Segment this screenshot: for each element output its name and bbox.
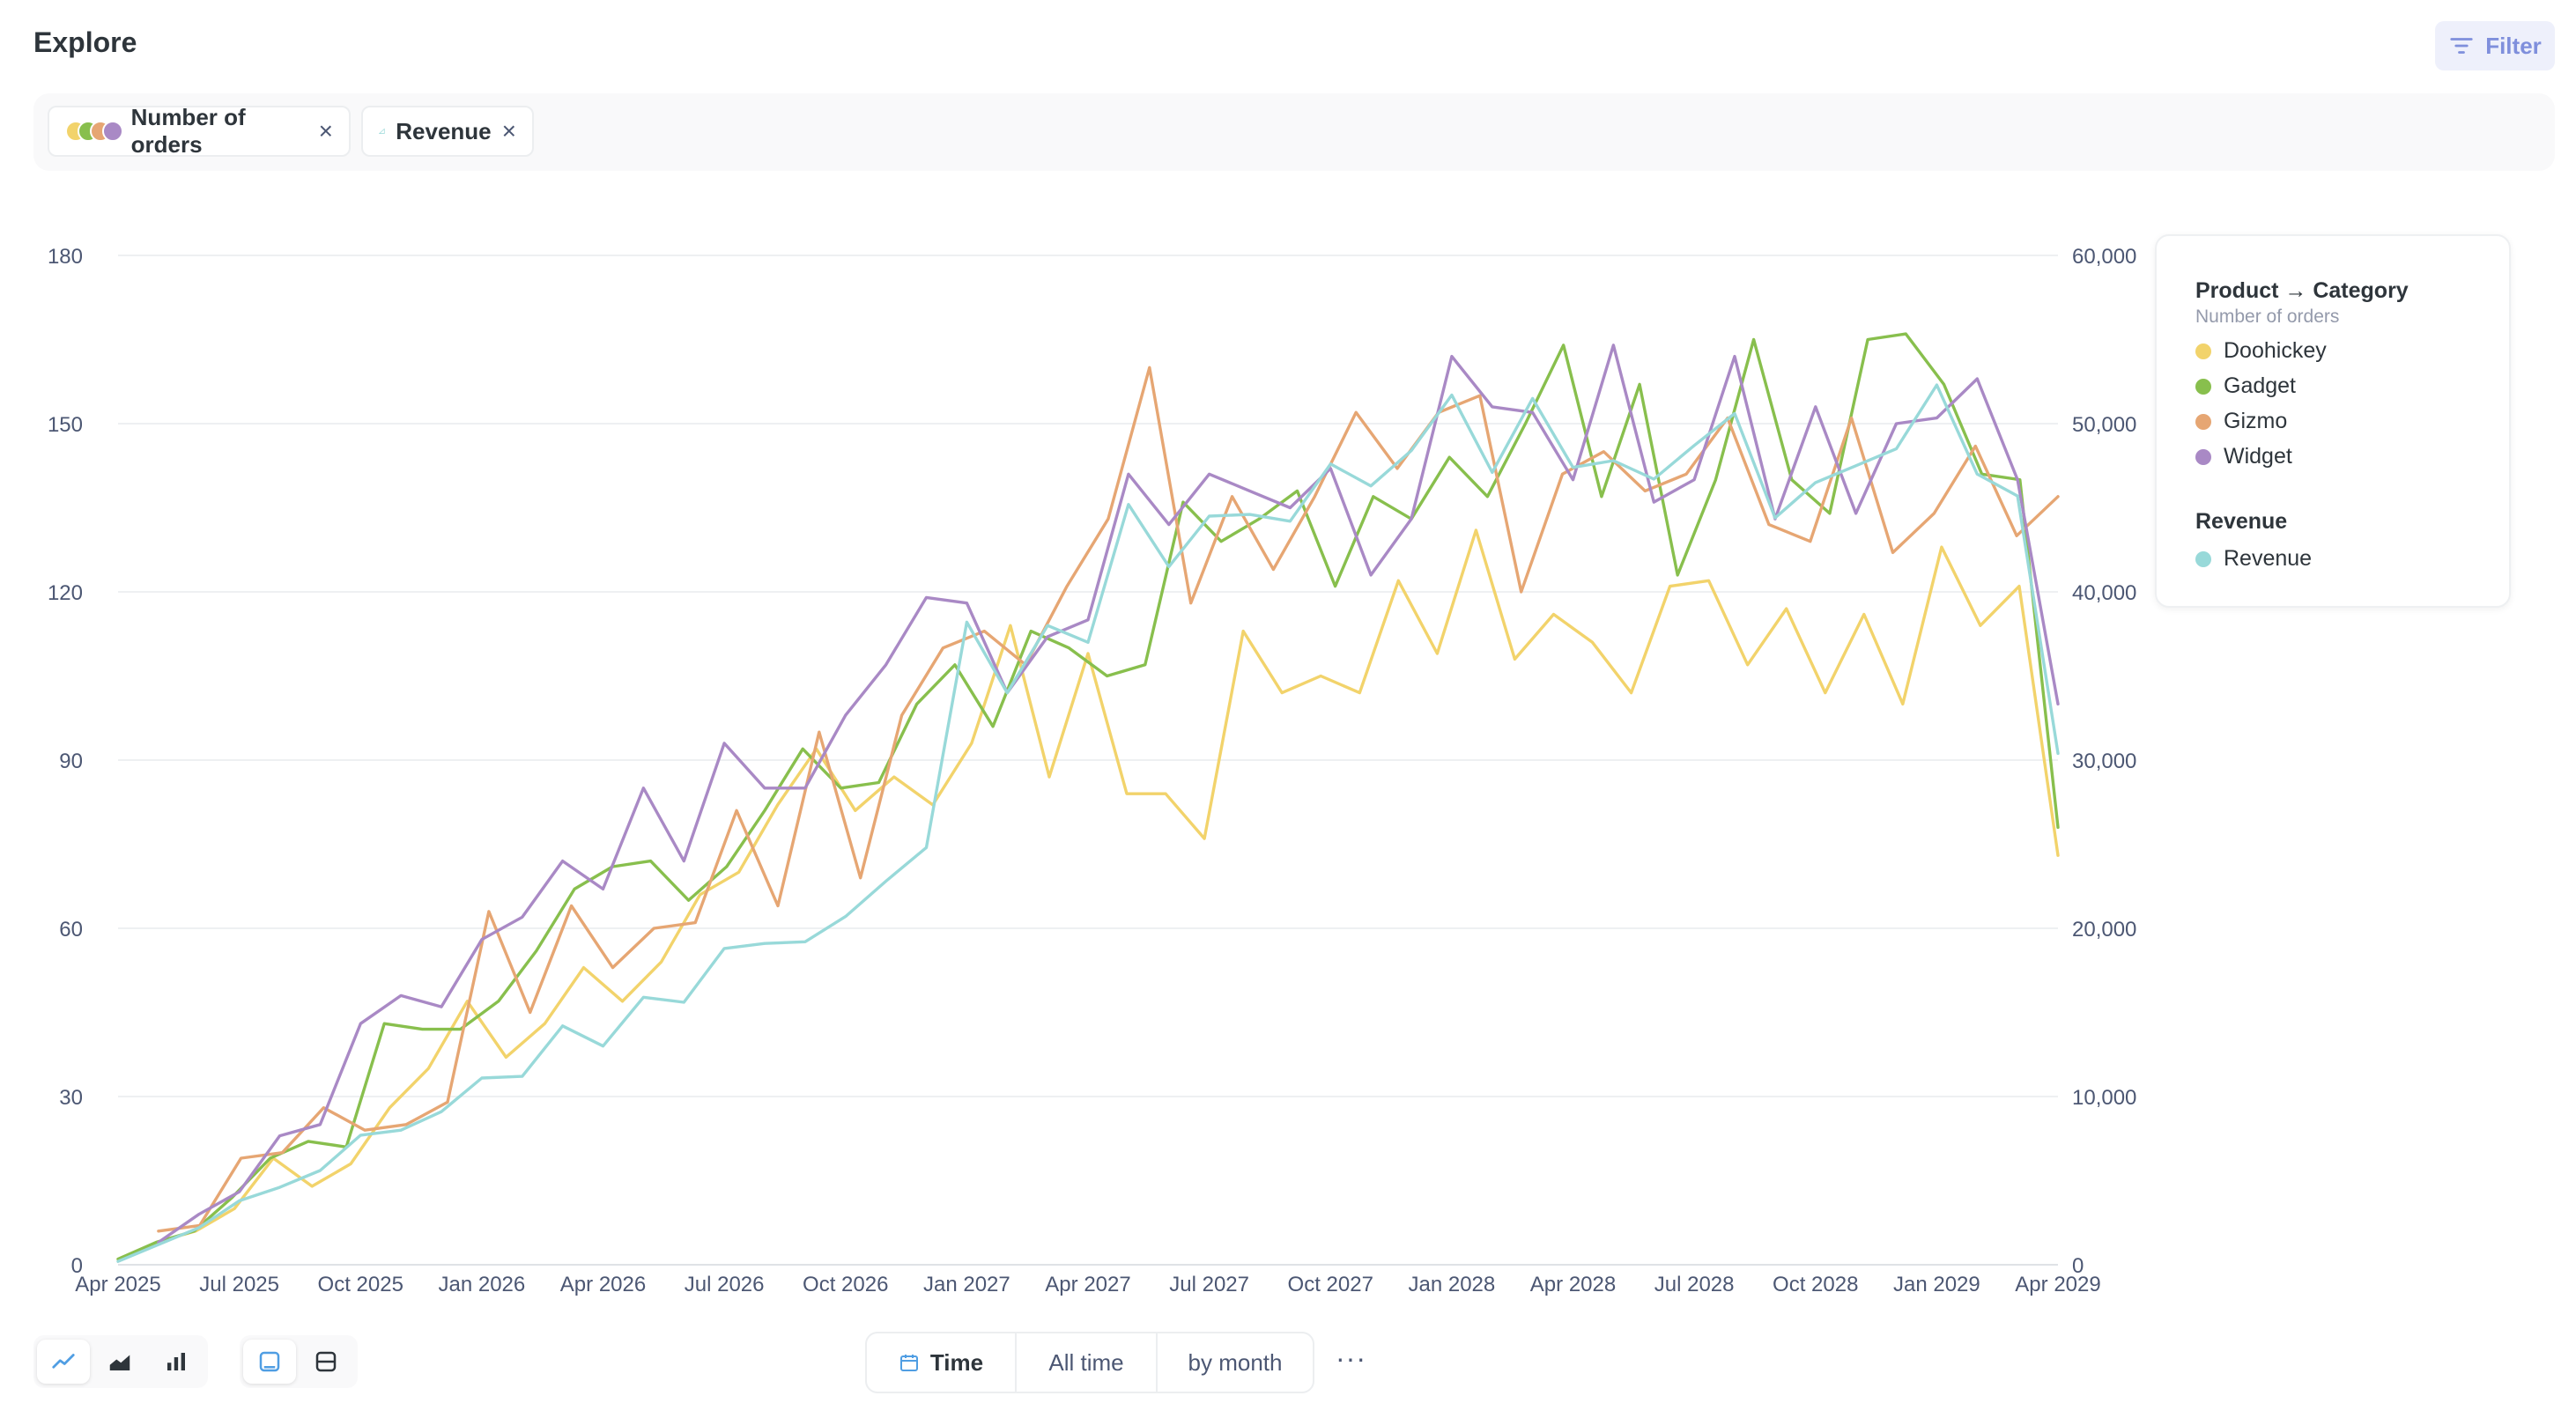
legend-swatch	[2195, 448, 2211, 465]
close-icon[interactable]: ×	[318, 117, 333, 144]
x-tick-label: Apr 2027	[1045, 1273, 1130, 1296]
legend-item-widget[interactable]: Widget	[2195, 444, 2292, 469]
chart-type-switcher	[33, 1335, 208, 1388]
y-right-tick-label: 0	[2072, 1254, 2084, 1278]
chart-legend: Product → Category Number of orders Dooh…	[2155, 234, 2511, 608]
time-controls: Time All time by month	[865, 1332, 1314, 1393]
series-line-gizmo	[157, 366, 2060, 1233]
split-chart-layout-button[interactable]	[300, 1340, 352, 1384]
series-line-gadget	[116, 332, 2060, 1261]
legend-label: Doohickey	[2224, 338, 2327, 363]
x-tick-label: Jul 2025	[199, 1273, 279, 1296]
x-tick-label: Oct 2027	[1288, 1273, 1373, 1296]
single-panel-icon	[259, 1351, 280, 1372]
y-right-tick-label: 60,000	[2072, 245, 2136, 269]
y-right-tick-label: 30,000	[2072, 750, 2136, 773]
y-right-tick-label: 40,000	[2072, 581, 2136, 605]
legend-swatch	[2195, 378, 2211, 395]
page-title: Explore	[33, 26, 137, 58]
legend-group-title: Revenue	[2195, 509, 2288, 534]
x-tick-label: Jan 2029	[1893, 1273, 1980, 1296]
line-chart-button[interactable]	[37, 1340, 90, 1384]
legend-label: Widget	[2224, 444, 2292, 469]
legend-label: Revenue	[2224, 546, 2313, 571]
line-chart: 0 30 60 90 120 150 180 0 10,000 20,000 30,000 40,00…	[48, 245, 2136, 1296]
y-left-tick-label: 0	[71, 1254, 83, 1278]
x-tick-label: Jan 2027	[923, 1273, 1010, 1296]
y-right-tick-label: 20,000	[2072, 918, 2136, 942]
filter-icon	[2450, 38, 2473, 54]
legend-group-subtitle: Number of orders	[2195, 306, 2340, 327]
x-tick-label: Oct 2026	[803, 1273, 888, 1296]
time-label: Time	[929, 1348, 984, 1376]
pill-number-of-orders[interactable]: Number of orders ×	[48, 104, 351, 158]
legend-swatch	[2195, 343, 2211, 359]
series-line-widget	[157, 343, 2060, 1244]
series-line-doohickey	[116, 528, 2060, 1261]
split-panel-icon	[315, 1351, 337, 1372]
line-chart-icon	[52, 1354, 75, 1369]
x-tick-label: Oct 2028	[1773, 1273, 1858, 1296]
y-left-tick-label: 120	[48, 581, 83, 605]
y-right-tick-label: 10,000	[2072, 1086, 2136, 1110]
y-left-tick-label: 150	[48, 413, 83, 437]
x-tick-label: Apr 2028	[1530, 1273, 1616, 1296]
pill-revenue[interactable]: Revenue ×	[361, 106, 534, 157]
y-left-tick-label: 30	[59, 1086, 83, 1110]
x-tick-label: Jan 2028	[1408, 1273, 1495, 1296]
bar-chart-icon	[167, 1353, 185, 1370]
y-left-tick-label: 60	[59, 918, 83, 942]
bar-chart-button[interactable]	[150, 1340, 203, 1384]
metric-pill-bar: Number of orders × Revenue ×	[33, 93, 2555, 171]
pill-label: Number of orders	[130, 104, 246, 158]
legend-label: Gadget	[2224, 373, 2297, 398]
legend-group-title: Product → Category	[2195, 278, 2409, 303]
layout-switcher	[240, 1335, 358, 1388]
x-tick-label: Apr 2025	[75, 1273, 160, 1296]
legend-label: Gizmo	[2224, 409, 2288, 433]
calendar-icon	[899, 1355, 918, 1371]
series-colors-icon	[65, 121, 123, 142]
x-tick-label: Jul 2027	[1169, 1273, 1249, 1296]
time-granularity-button[interactable]: by month	[1188, 1348, 1283, 1376]
y-right-tick-label: 50,000	[2072, 413, 2136, 437]
single-chart-layout-button[interactable]	[243, 1340, 296, 1384]
y-left-tick-label: 90	[59, 750, 83, 773]
area-chart-icon	[109, 1355, 130, 1370]
legend-item-gadget[interactable]: Gadget	[2195, 373, 2296, 399]
filter-button[interactable]: Filter	[2435, 21, 2555, 70]
line-chart-icon	[379, 128, 385, 134]
pill-label: Revenue	[396, 117, 492, 144]
legend-item-gizmo[interactable]: Gizmo	[2195, 409, 2287, 434]
legend-item-doohickey[interactable]: Doohickey	[2195, 338, 2327, 364]
legend-item-revenue[interactable]: Revenue	[2195, 546, 2312, 572]
series-line-revenue	[116, 383, 2060, 1263]
date-range-button[interactable]: All time	[1017, 1333, 1158, 1392]
filter-button-label: Filter	[2485, 32, 2542, 59]
x-tick-label: Apr 2026	[560, 1273, 646, 1296]
close-icon[interactable]: ×	[501, 117, 516, 144]
x-tick-label: Jul 2028	[1654, 1273, 1735, 1296]
area-chart-button[interactable]	[93, 1340, 146, 1384]
legend-swatch	[2195, 550, 2211, 567]
x-tick-label: Jul 2026	[685, 1273, 765, 1296]
legend-swatch	[2195, 413, 2211, 430]
y-left-tick-label: 180	[48, 245, 83, 269]
x-tick-label: Apr 2029	[2015, 1273, 2100, 1296]
x-tick-label: Oct 2025	[318, 1273, 403, 1296]
x-tick-label: Jan 2026	[438, 1273, 525, 1296]
time-dimension-button[interactable]: Time	[867, 1333, 1017, 1392]
more-options-icon[interactable]: ···	[1336, 1342, 1366, 1374]
